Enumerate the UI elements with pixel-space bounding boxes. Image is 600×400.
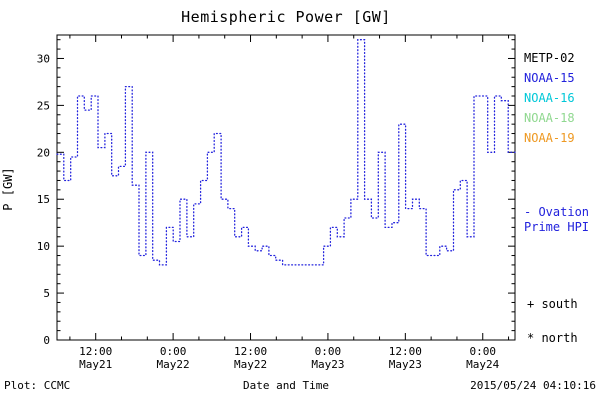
chart-title: Hemispheric Power [GW] <box>181 8 391 26</box>
svg-text:12:00: 12:00 <box>389 345 422 358</box>
svg-text:May24: May24 <box>466 358 499 371</box>
svg-text:0:00: 0:00 <box>315 345 342 358</box>
svg-text:20: 20 <box>37 146 50 159</box>
plot-credit: Plot: CCMC <box>4 379 71 392</box>
svg-text:May23: May23 <box>389 358 422 371</box>
svg-text:12:00: 12:00 <box>234 345 267 358</box>
legend-north-marker: * north <box>527 331 578 345</box>
svg-text:0: 0 <box>43 334 50 347</box>
svg-text:5: 5 <box>43 287 50 300</box>
svg-text:0:00: 0:00 <box>469 345 496 358</box>
legend-item-metp02: METP-02 <box>524 51 575 65</box>
timestamp: 2015/05/24 04:10:16 <box>470 379 596 392</box>
legend-item-noaa19: NOAA-19 <box>524 131 575 145</box>
legend-ovation-label: - Ovation Prime HPI <box>524 205 590 234</box>
legend-south-marker: + south <box>527 297 578 311</box>
svg-text:30: 30 <box>37 52 50 65</box>
x-axis-label: Date and Time <box>242 379 330 392</box>
svg-text:May21: May21 <box>79 358 112 371</box>
legend-item-noaa16: NOAA-16 <box>524 91 575 105</box>
svg-text:25: 25 <box>37 99 50 112</box>
svg-text:15: 15 <box>37 193 50 206</box>
svg-text:10: 10 <box>37 240 50 253</box>
svg-text:May23: May23 <box>311 358 344 371</box>
legend-item-noaa18: NOAA-18 <box>524 111 575 125</box>
svg-text:0:00: 0:00 <box>160 345 187 358</box>
svg-text:May22: May22 <box>234 358 267 371</box>
svg-text:12:00: 12:00 <box>79 345 112 358</box>
legend-item-noaa15: NOAA-15 <box>524 71 575 85</box>
svg-text:May22: May22 <box>157 358 190 371</box>
legend: METP-02 NOAA-15 NOAA-16 NOAA-18 NOAA-19 <box>524 48 575 148</box>
